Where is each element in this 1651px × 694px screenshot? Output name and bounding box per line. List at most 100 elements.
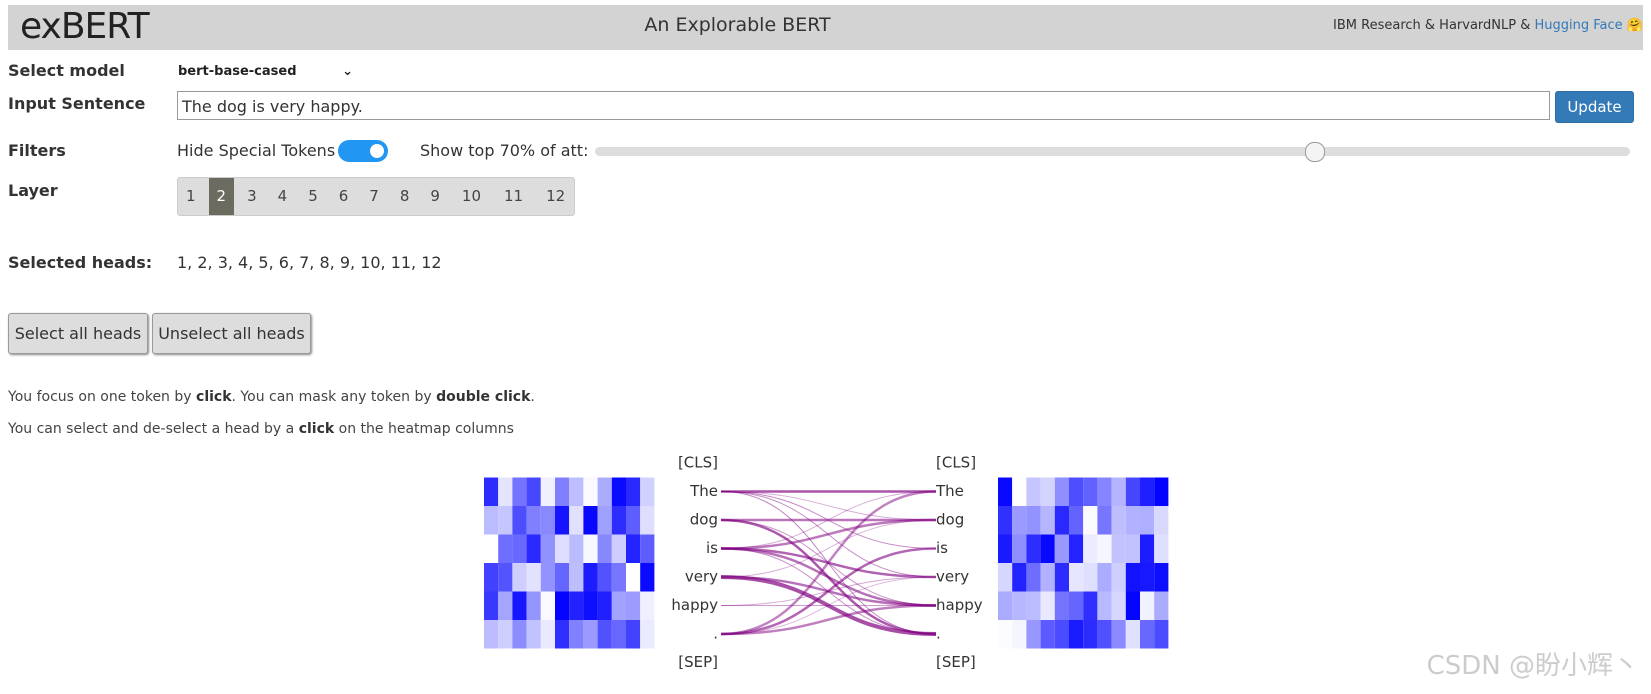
token-left[interactable]: is [706,539,718,557]
layer-button[interactable]: 2 [208,178,235,215]
attention-line [720,519,937,578]
toggle-knob [370,144,384,158]
layer-label: Layer [8,181,58,200]
heatmap-cell [512,506,527,535]
token-right[interactable]: . [936,625,941,643]
heatmap-cell [1154,591,1169,620]
attention-line [720,518,937,550]
heatmap-cell [1083,534,1098,563]
help-bold: click [298,421,335,437]
heatmap-cell [1069,620,1084,649]
heatmap-cell [1125,620,1140,649]
slider-thumb[interactable] [1305,142,1325,162]
heatmap-cell [1012,563,1027,592]
model-select[interactable]: bert-base-cased ⌄ [178,64,353,79]
heatmap-cell [1097,620,1112,649]
help-text: . You can mask any token by [231,389,437,405]
heatmap-cell [1054,563,1069,592]
heatmap-cell [1069,477,1084,506]
header-bar [8,5,1643,50]
heatmap-cell [540,477,555,506]
heatmap-cell [611,620,626,649]
heatmap-cell [611,534,626,563]
layer-button[interactable]: 10 [461,187,482,205]
help-text: You can select and de-select a head by a [8,421,299,437]
heatmap-cell [1026,563,1041,592]
heatmap-cell [1111,591,1126,620]
token-left[interactable]: [SEP] [678,653,718,671]
heatmap-cell [1026,477,1041,506]
sentence-input[interactable]: The dog is very happy. [177,91,1550,120]
app-title: An Explorable BERT [644,14,831,36]
token-right[interactable]: very [936,568,969,586]
token-right[interactable]: dog [936,511,964,529]
unselect-all-button[interactable]: Unselect all heads [152,313,311,354]
token-right[interactable]: is [936,539,948,557]
heatmap-cell [1125,591,1140,620]
heatmap-cell [1125,477,1140,506]
slider-track[interactable] [595,147,1630,156]
token-left[interactable]: The [689,482,718,500]
attention-line [720,547,937,636]
attention-line [720,491,937,549]
hugging-face-link[interactable]: Hugging Face [1534,18,1623,33]
heatmap-cell [1054,591,1069,620]
heatmap-cell [555,620,570,649]
layer-button[interactable]: 5 [308,187,318,205]
update-button[interactable]: Update [1555,91,1634,123]
heatmap-cell [583,591,598,620]
layer-button[interactable]: 12 [546,187,566,205]
heatmap-cell [498,620,513,649]
token-left[interactable]: [CLS] [678,454,718,472]
layer-button[interactable]: 3 [247,187,257,205]
heatmap-cell [1012,506,1027,535]
heatmap-cell [555,591,570,620]
layer-button[interactable]: 11 [504,187,524,205]
heatmap-cell [484,591,499,620]
help-text: . [530,389,535,405]
layer-button[interactable]: 6 [338,187,349,205]
heatmap-cell [526,620,541,649]
token-right[interactable]: happy [936,596,983,614]
heatmap-cell [611,591,626,620]
token-right[interactable]: The [935,482,964,500]
token-right[interactable]: [CLS] [936,454,976,472]
heatmap-cell [1140,534,1155,563]
token-left[interactable]: happy [671,596,718,614]
token-left[interactable]: very [685,568,718,586]
show-top-label: Show top 70% of att: [420,141,589,160]
layer-button[interactable]: 9 [430,187,440,205]
select-all-button[interactable]: Select all heads [8,313,148,354]
heatmap-cell [498,563,513,592]
help-bold: double click [436,389,531,405]
sentence-label: Input Sentence [8,94,146,113]
heatmap-cell [498,591,513,620]
layer-button[interactable]: 7 [369,187,379,205]
heatmap-cell [1012,477,1027,506]
heatmap-cell [1111,477,1126,506]
filters-label: Filters [8,141,66,160]
heatmap-cell [1154,477,1169,506]
heatmap-cell [569,563,584,592]
heatmap-cell [1097,591,1112,620]
heatmap-cell [512,591,527,620]
heatmap-cell [597,534,612,563]
attention-line [720,575,937,636]
help-bold: click [196,389,232,405]
toggle[interactable] [338,140,388,162]
heatmap-cell [998,534,1013,563]
token-right[interactable]: [SEP] [936,653,976,671]
layer-buttons: 1 2 3 4 5 6 7 8 9 10 11 12 [177,177,576,216]
layer-button[interactable]: 4 [277,187,288,205]
token-left[interactable]: . [713,625,718,643]
heatmap-cell [1097,563,1112,592]
heatmap-cell [1154,620,1169,649]
layer-button[interactable]: 8 [399,187,410,205]
heatmap-cell [597,563,612,592]
heatmap-cell [540,591,555,620]
heatmap-cell [540,620,555,649]
layer-button[interactable]: 1 [186,187,196,205]
logo: exBERT [20,6,150,47]
token-left[interactable]: dog [690,511,718,529]
